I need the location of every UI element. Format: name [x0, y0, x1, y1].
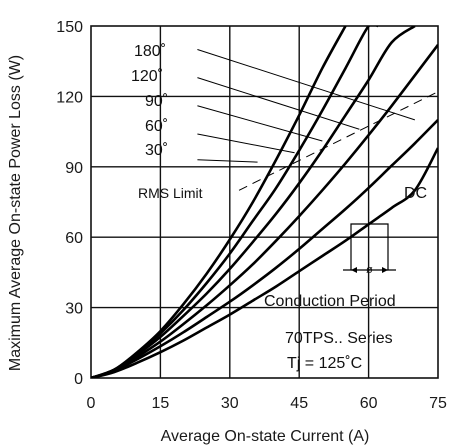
x-tick-label-30: 30: [221, 395, 239, 412]
label-30: 30˚: [145, 142, 168, 159]
phase-symbol: ø: [366, 264, 373, 276]
conduction-period-label: Conduction Period: [264, 293, 396, 310]
rms-limit-label: RMS Limit: [138, 185, 203, 201]
leader-line-4: [197, 159, 258, 163]
plot-frame: [90, 25, 439, 379]
y-tick-label-120: 120: [56, 89, 83, 106]
leader-line-3: [197, 133, 295, 154]
y-tick-label-30: 30: [65, 301, 83, 318]
series-line-0: [91, 26, 347, 378]
rms-limit-line: [238, 91, 438, 191]
tick-labels: 0 15 30 45 60 75 0 30 60 90 120 150: [56, 19, 447, 412]
leader-line-1: [197, 77, 360, 130]
y-tick-label-150: 150: [56, 19, 83, 36]
grid: [90, 25, 439, 379]
x-tick-label-75: 75: [429, 395, 447, 412]
label-180: 180˚: [134, 43, 166, 60]
series-line-5: [91, 147, 438, 378]
curve-group: [91, 26, 438, 378]
y-tick-label-60: 60: [65, 230, 83, 247]
dc-label: DC: [404, 185, 427, 202]
series-line-2: [91, 26, 416, 378]
tj-label: Tj = 125˚C: [287, 355, 362, 372]
x-tick-label-60: 60: [360, 395, 378, 412]
y-tick-label-90: 90: [65, 160, 83, 177]
series-line-4: [91, 118, 438, 378]
label-120: 120˚: [131, 68, 163, 85]
curves: [91, 26, 438, 378]
x-tick-label-0: 0: [87, 395, 96, 412]
series-label: 70TPS.. Series: [285, 330, 393, 347]
label-90: 90˚: [145, 93, 168, 110]
x-axis-title: Average On-state Current (A): [161, 428, 370, 445]
leader-line-2: [197, 105, 323, 142]
y-axis-title: Maximum Average On-state Power Loss (W): [7, 55, 24, 371]
x-tick-label-15: 15: [152, 395, 170, 412]
x-tick-label-45: 45: [290, 395, 308, 412]
leader-line-0: [197, 48, 416, 121]
conduction-waveform-icon: ø: [343, 223, 396, 276]
y-tick-label-0: 0: [74, 371, 83, 388]
label-60: 60˚: [145, 118, 168, 135]
